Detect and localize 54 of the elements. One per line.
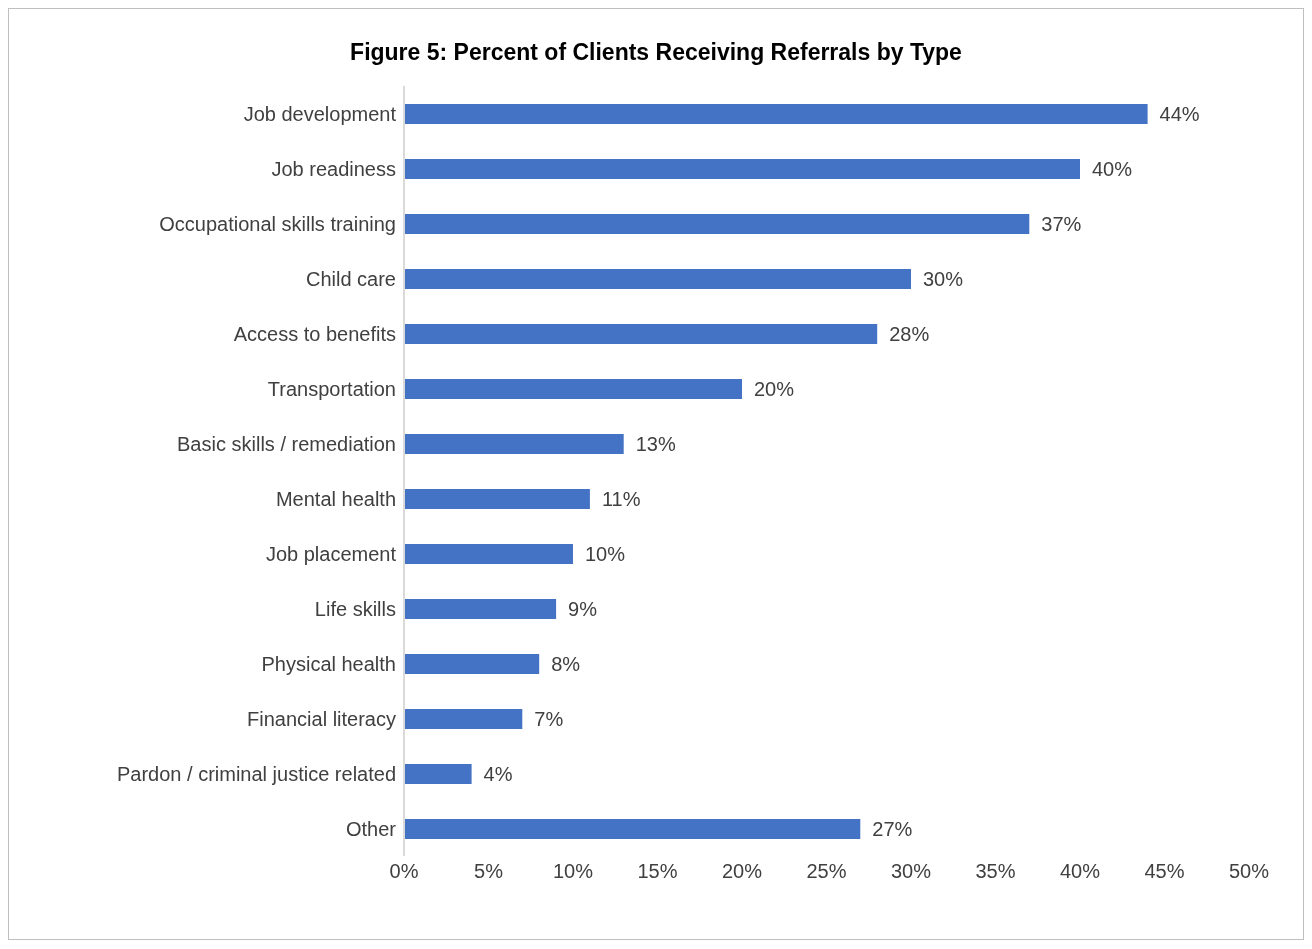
- x-tick-label: 5%: [474, 860, 504, 883]
- y-tick-label: Physical health: [261, 652, 396, 675]
- bar: [404, 379, 742, 399]
- data-label: 8%: [551, 653, 581, 676]
- x-tick-label: 45%: [1144, 860, 1185, 883]
- data-label: 44%: [1159, 103, 1200, 126]
- y-tick-label: Mental health: [275, 487, 396, 510]
- bar: [404, 269, 911, 289]
- y-tick-label: Basic skills / remediation: [177, 432, 396, 455]
- data-label: 27%: [872, 818, 913, 841]
- data-label: 9%: [568, 598, 598, 621]
- bar: [404, 104, 1148, 124]
- bar: [404, 709, 523, 729]
- data-label: 20%: [754, 378, 795, 401]
- x-tick-label: 15%: [637, 860, 678, 883]
- x-tick-label: 20%: [721, 860, 763, 883]
- y-tick-label: Pardon / criminal justice related: [116, 762, 396, 785]
- bar: [404, 159, 1080, 179]
- bar: [404, 764, 472, 784]
- x-tick-label: 40%: [1059, 860, 1101, 883]
- bar: [404, 489, 590, 509]
- bar: [404, 544, 573, 564]
- y-tick-label: Financial literacy: [247, 707, 396, 730]
- y-tick-label: Other: [345, 817, 397, 840]
- x-tick-label: 35%: [975, 860, 1016, 883]
- data-label: 37%: [1041, 213, 1082, 236]
- data-label: 7%: [534, 708, 564, 731]
- bar: [404, 599, 557, 619]
- x-tick-label: 50%: [1228, 860, 1270, 883]
- bar: [404, 214, 1030, 234]
- data-label: 28%: [889, 323, 930, 346]
- y-tick-label: Transportation: [267, 377, 396, 400]
- x-tick-label: 30%: [890, 860, 932, 883]
- data-label: 40%: [1092, 158, 1133, 181]
- data-label: 30%: [923, 268, 964, 291]
- data-label: 13%: [635, 433, 676, 456]
- bar: [404, 434, 624, 454]
- data-label: 4%: [483, 763, 513, 786]
- bar: [404, 324, 878, 344]
- y-tick-label: Job placement: [265, 542, 397, 565]
- bar: [404, 654, 540, 674]
- data-label: 11%: [601, 488, 641, 511]
- y-tick-label: Job development: [243, 102, 397, 125]
- chart-title: Figure 5: Percent of Clients Receiving Referrals by Type: [349, 38, 963, 66]
- x-tick-label: 0%: [389, 860, 419, 883]
- y-tick-label: Occupational skills training: [159, 212, 396, 235]
- y-tick-label: Job readiness: [271, 157, 396, 180]
- y-tick-label: Child care: [305, 267, 396, 290]
- data-label: 10%: [585, 543, 626, 566]
- y-tick-label: Life skills: [314, 597, 396, 620]
- x-tick-label: 25%: [806, 860, 847, 883]
- x-tick-label: 10%: [552, 860, 594, 883]
- y-tick-label: Access to benefits: [233, 322, 396, 345]
- bar: [404, 819, 861, 839]
